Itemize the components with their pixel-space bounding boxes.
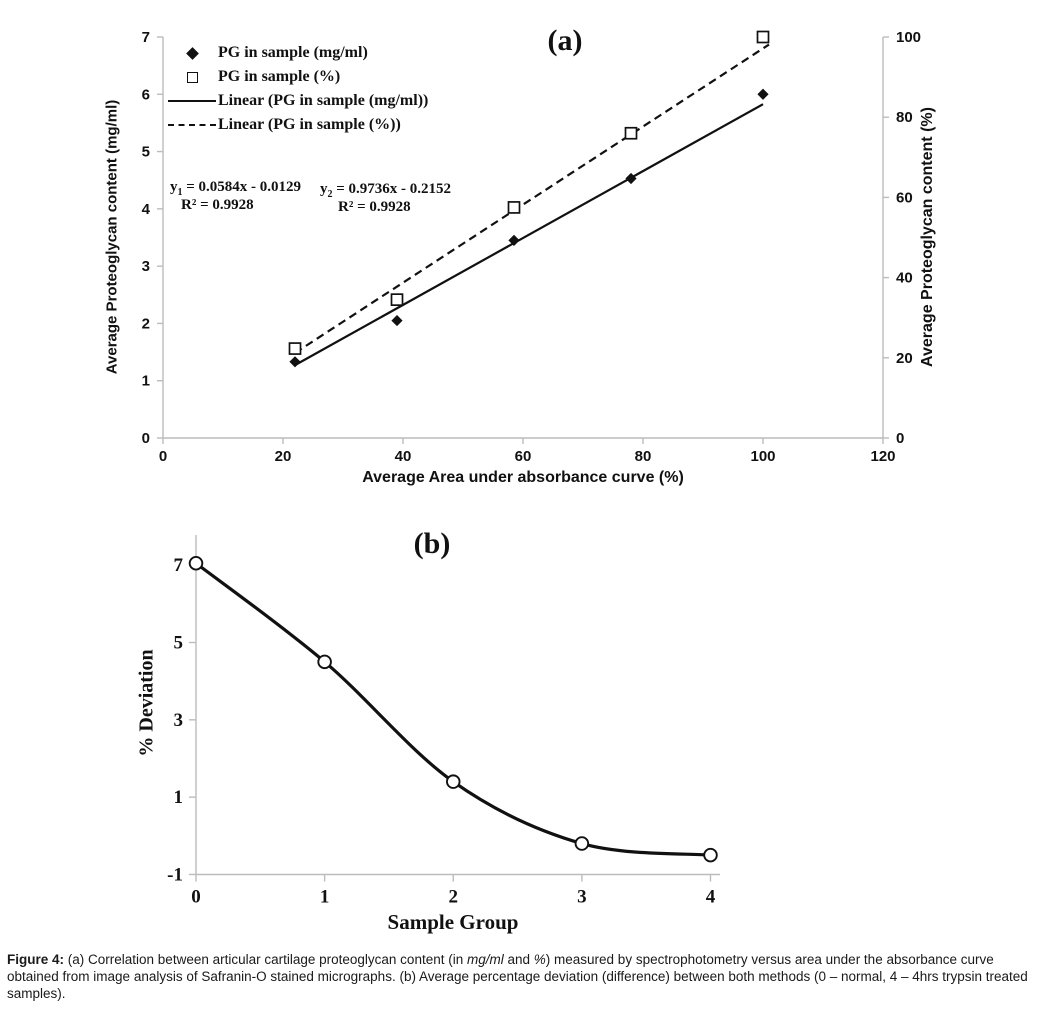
caption-segment: % [533,952,546,967]
panel-label-b: (b) [413,527,451,560]
solid-line-icon [166,100,218,102]
legend-label: PG in sample (%) [218,68,341,85]
x-tick-label: 120 [870,448,895,465]
x-tick-label: 60 [515,448,532,465]
data-point-diamond [289,356,301,368]
y-tick-label: 3 [174,710,184,731]
data-point-circle [188,555,204,571]
legend-item-linear-mgml: Linear (PG in sample (mg/ml)) [166,89,428,113]
y-tick-label: -1 [167,864,183,885]
legend-item-linear-percent: Linear (PG in sample (%)) [166,113,428,137]
data-point-diamond [757,88,769,100]
open-square-icon [166,71,218,83]
trendline-dashed [294,43,770,354]
y-axis-label-b: % Deviation [135,649,158,757]
data-point-diamond [391,314,403,327]
filled-diamond-icon [166,46,218,60]
data-point-circle [317,654,332,670]
legend-label: Linear (PG in sample (%)) [218,116,401,133]
x-tick-label: 100 [750,448,775,465]
y-tick-label: 1 [174,787,184,808]
caption-segment: ) measured by spectrophotometry versus a… [7,952,1028,1001]
caption-segment: mg/ml [466,952,504,967]
data-point-circle [574,836,590,851]
x-tick-label: 4 [706,887,716,908]
data-point-diamond [508,234,520,246]
data-point-circle [703,847,718,863]
x-axis-label-b: Sample Group [387,910,519,934]
caption-segment: (a) Correlation between articular cartil… [67,952,467,967]
x-tick-label: 3 [577,887,587,908]
legend-a: PG in sample (mg/ml) PG in sample (%) Li… [166,41,428,137]
deviation-curve [195,561,711,857]
legend-item-pg-percent: PG in sample (%) [166,65,428,89]
panel-a: 0 1 2 3 4 5 6 7 0 20 40 60 80 100 0 20 40 60 80 100 120 [142,29,921,465]
y-tick-label-right: 60 [896,189,913,206]
y-tick-label-right: 40 [896,270,913,287]
y-tick-label-left: 0 [142,430,150,447]
caption-segment: and [503,952,534,967]
legend-label: PG in sample (mg/ml) [218,44,368,61]
data-point-circle [446,774,461,789]
y-tick-label-right: 0 [896,430,904,447]
y-tick-label-right: 100 [896,29,921,46]
y-tick-label: 5 [174,633,184,654]
y-tick-label-left: 3 [142,258,150,275]
x-tick-label: 1 [320,887,330,908]
data-point-diamond [625,172,637,185]
equation-2: y2 = 0.9736x - 0.2152 [320,181,452,200]
equation-1: y1 = 0.0584x - 0.0129 [170,179,302,198]
y-tick-label-left: 2 [142,315,150,332]
data-point-square [390,293,404,307]
x-tick-label: 2 [449,887,459,908]
trendline-solid [294,103,764,367]
y-axis-label-left-a: Average Proteoglycan content (mg/ml) [103,99,121,375]
data-point-square [756,30,770,44]
y-tick-label-left: 6 [142,86,150,103]
y-tick-label-right: 20 [896,350,913,367]
y-tick-label-left: 1 [142,373,150,390]
y-tick-label-left: 5 [142,144,150,161]
y-tick-label-left: 4 [142,201,151,218]
legend-label: Linear (PG in sample (mg/ml)) [218,92,429,109]
figure-caption: Figure 4: (a) Correlation between articu… [7,951,1045,1002]
x-tick-label: 40 [395,448,412,465]
caption-segment: Figure 4: [7,952,68,967]
legend-item-pg-mgml: PG in sample (mg/ml) [166,41,428,65]
data-point-square [288,342,302,355]
y-axis-label-right-a: Average Proteoglycan content (%) [919,107,936,367]
y-tick-label-right: 80 [896,109,913,126]
data-point-square [507,201,521,214]
x-axis-label-a: Average Area under absorbance curve (%) [362,469,684,486]
y-tick-label: 7 [174,555,184,576]
x-tick-label: 0 [191,887,201,908]
panel-label-a: (a) [547,24,583,57]
data-point-square [624,126,638,140]
dashed-line-icon [166,124,218,126]
x-tick-label: 0 [159,448,167,465]
equation-1-r2: R² = 0.9928 [181,197,254,213]
y-tick-label-left: 7 [142,29,150,46]
panel-b: -1 1 3 5 7 0 1 2 3 4 [167,535,720,908]
equation-2-r2: R² = 0.9928 [338,199,411,215]
x-tick-label: 20 [275,448,292,465]
x-tick-label: 80 [635,448,652,465]
